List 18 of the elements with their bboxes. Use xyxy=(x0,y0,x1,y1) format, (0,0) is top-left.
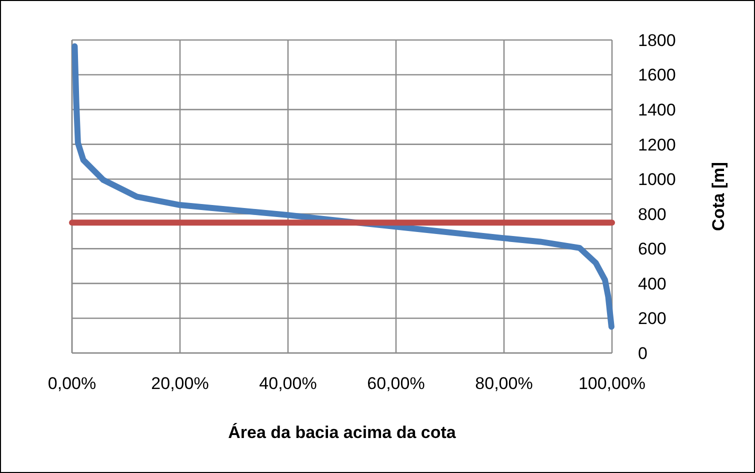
y-tick-label: 400 xyxy=(638,274,666,294)
x-tick-label: 40,00% xyxy=(259,374,317,393)
x-tick-label: 0,00% xyxy=(48,374,96,393)
x-tick-label: 100,00% xyxy=(578,374,646,393)
y-tick-label: 600 xyxy=(638,240,666,259)
y-axis-title: Cota [m] xyxy=(709,162,728,231)
y-tick-label: 1800 xyxy=(638,30,676,50)
y-tick-label: 200 xyxy=(638,309,666,328)
y-tick-label: 0 xyxy=(638,344,648,363)
x-tick-label: 60,00% xyxy=(367,374,425,393)
x-tick-label: 80,00% xyxy=(475,374,533,393)
y-tick-label: 1200 xyxy=(638,135,676,154)
y-tick-label: 800 xyxy=(638,204,666,224)
y-tick-label: 1600 xyxy=(638,66,676,85)
y-tick-label: 1000 xyxy=(638,170,676,190)
x-axis-title: Área da bacia acima da cota xyxy=(228,422,456,442)
y-tick-label: 1400 xyxy=(638,100,676,120)
x-tick-label: 20,00% xyxy=(151,374,209,393)
